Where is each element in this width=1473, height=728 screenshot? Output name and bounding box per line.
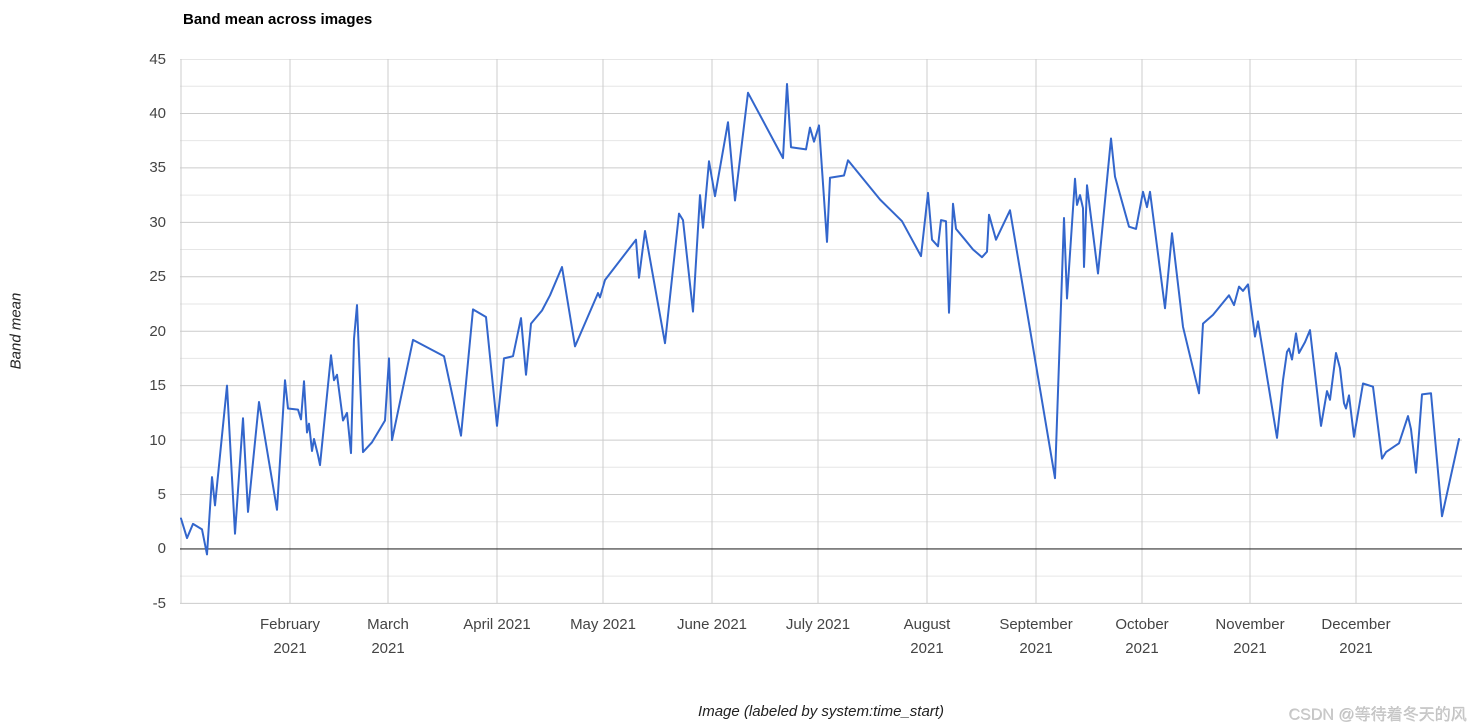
x-month-label: June 2021 bbox=[676, 616, 748, 634]
x-month-label: February 2021 bbox=[259, 616, 321, 658]
y-tick-label: 10 bbox=[149, 431, 166, 449]
band-mean-series-line[interactable] bbox=[180, 83, 1460, 556]
y-tick-label: 15 bbox=[149, 377, 166, 395]
chart-title: Band mean across images bbox=[183, 11, 373, 28]
x-axis-title: Image (labeled by system:time_start) bbox=[698, 703, 944, 720]
y-tick-label: 35 bbox=[149, 159, 166, 177]
y-axis-title: Band mean bbox=[7, 292, 25, 370]
y-tick-label: 0 bbox=[157, 540, 166, 558]
y-tick-label: 40 bbox=[149, 104, 166, 122]
x-month-label: October 2021 bbox=[1115, 616, 1169, 658]
y-tick-label: 20 bbox=[149, 322, 166, 340]
y-tick-label: 45 bbox=[149, 50, 166, 68]
y-tick-label: 30 bbox=[149, 213, 166, 231]
x-month-label: August 2021 bbox=[903, 616, 951, 658]
line-chart-canvas[interactable] bbox=[180, 59, 1462, 604]
y-tick-label: 5 bbox=[157, 486, 166, 504]
x-month-label: December 2021 bbox=[1321, 616, 1391, 658]
x-month-label: April 2021 bbox=[463, 616, 531, 634]
x-month-label: July 2021 bbox=[785, 616, 851, 634]
x-month-label: May 2021 bbox=[570, 616, 636, 634]
y-tick-label: -5 bbox=[152, 594, 166, 612]
x-month-label: March 2021 bbox=[367, 616, 409, 658]
x-month-label: September 2021 bbox=[999, 616, 1073, 658]
y-tick-label: 25 bbox=[149, 268, 166, 286]
watermark-text: CSDN @等待着冬天的风 bbox=[1288, 707, 1467, 724]
x-month-label: November 2021 bbox=[1215, 616, 1285, 658]
